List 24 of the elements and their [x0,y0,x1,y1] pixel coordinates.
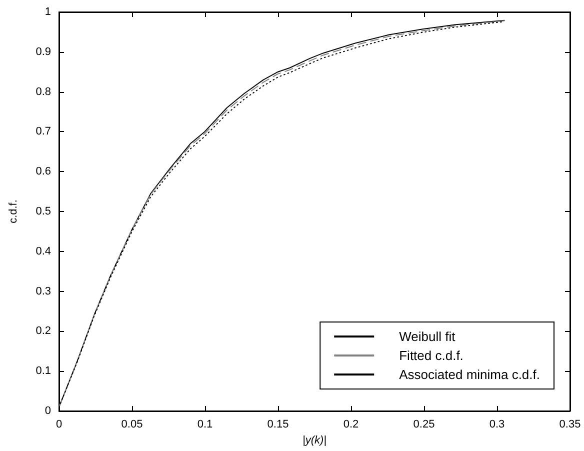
x-tick-label: 0.25 [413,418,435,430]
y-axis-title: c.d.f. [8,200,20,224]
y-tick-label: 0.5 [36,206,51,218]
y-tick-label: 0.2 [36,325,51,338]
legend-label: Weibull fit [399,329,456,344]
y-tick-label: 0 [44,405,51,417]
legend-label: Associated minima c.d.f. [399,367,540,382]
y-tick-label: 0.9 [36,46,51,58]
y-tick-label: 1 [44,6,51,18]
x-tick-label: 0 [56,418,62,430]
x-tick-label: 0.05 [121,418,143,430]
x-tick-label: 0.3 [489,418,505,430]
legend-label: Fitted c.d.f. [399,348,464,363]
y-tick-label: 0.6 [36,166,51,178]
y-tick-label: 0.3 [36,285,51,298]
y-tick-label: 0.8 [36,86,51,98]
y-tick-label: 0.1 [36,365,51,378]
x-tick-label: 0.15 [267,418,289,430]
x-tick-label: 0.2 [343,418,359,430]
x-tick-label: 0.1 [197,418,213,430]
x-tick-label: 0.35 [559,418,581,430]
y-tick-label: 0.4 [36,245,51,258]
x-axis-title: |y(k)| [302,434,327,446]
y-tick-label: 0.7 [36,126,51,138]
